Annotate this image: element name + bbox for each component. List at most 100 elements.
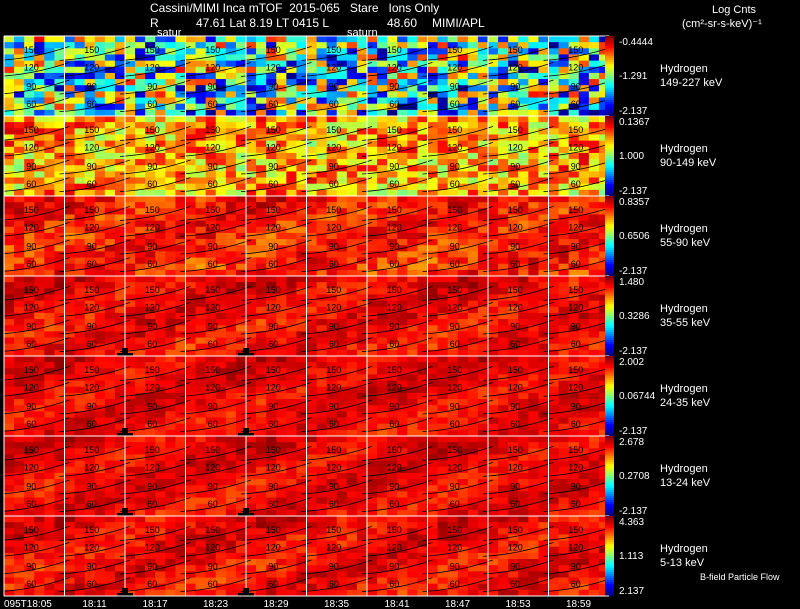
heatmap-cell (256, 436, 267, 443)
heatmap-cell (377, 442, 388, 449)
heatmap-cell (94, 91, 106, 98)
heatmap-cell (185, 109, 196, 117)
energy-row-0: 1501209060150120906015012090601501209060… (0, 35, 723, 117)
heatmap-cell (14, 294, 25, 302)
heatmap-cell (427, 177, 438, 185)
colorbar-segment (605, 166, 614, 169)
heatmap-cell (346, 103, 358, 111)
heatmap-cell (246, 442, 257, 449)
heatmap-cell (14, 208, 25, 215)
colorbar-segment (605, 362, 614, 365)
heatmap-cell (266, 343, 277, 351)
heatmap-cell (74, 448, 86, 455)
heatmap-cell (387, 134, 398, 142)
heatmap-cell (175, 429, 186, 437)
heatmap-cell (367, 399, 378, 406)
heatmap-cell (256, 214, 267, 222)
heatmap-cell (326, 122, 338, 129)
heatmap-cell (296, 411, 307, 418)
contour-label: 150 (387, 285, 402, 295)
heatmap-cell (498, 60, 509, 68)
heatmap-cell (296, 442, 307, 449)
heatmap-cell (588, 183, 600, 191)
heatmap-cell (367, 466, 378, 474)
heatmap-cell (54, 103, 65, 111)
contour-label: 150 (387, 45, 402, 55)
heatmap-cell (427, 159, 438, 166)
heatmap-cell (165, 128, 176, 135)
heatmap-cell (508, 226, 519, 234)
heatmap-cell (286, 282, 297, 289)
heatmap-cell (477, 276, 489, 283)
energy-row-1: 1501209060150120906015012090601501209060… (0, 115, 717, 197)
heatmap-cell (34, 232, 45, 240)
contour-label: 90 (329, 322, 339, 332)
heatmap-cell (457, 343, 469, 351)
heatmap-cell (457, 288, 469, 295)
heatmap-cell (4, 337, 15, 345)
heatmap-cell (125, 294, 136, 302)
contour-line (301, 177, 373, 192)
heatmap-cell (256, 165, 267, 172)
heatmap-cell (377, 42, 388, 49)
heatmap-cell (558, 177, 570, 185)
colorbar-segment (605, 220, 614, 223)
heatmap-cell (34, 436, 45, 443)
heatmap-cell (417, 103, 428, 111)
heatmap-cell (346, 356, 358, 363)
contour-line (482, 302, 554, 317)
heatmap-cell (286, 48, 297, 55)
heatmap-cell (316, 66, 328, 74)
heatmap-cell (235, 159, 247, 166)
heatmap-cell (4, 226, 15, 234)
heatmap-cell (296, 196, 307, 203)
heatmap-cell (24, 85, 35, 92)
heatmap-cell (235, 134, 247, 142)
heatmap-cell (568, 159, 580, 166)
heatmap-cell (377, 171, 388, 178)
contour-label: 150 (326, 285, 341, 295)
heatmap-cell (326, 189, 338, 197)
heatmap-cell (417, 183, 428, 191)
heatmap-cell (488, 466, 499, 474)
heatmap-cell (94, 171, 106, 178)
colorbar-segment (605, 264, 614, 267)
heatmap-cell (266, 165, 277, 172)
heatmap-cell (356, 263, 368, 271)
heatmap-cell (14, 196, 25, 203)
heatmap-cell (377, 239, 388, 246)
heatmap-cell (94, 356, 106, 363)
heatmap-cell (558, 79, 570, 86)
heatmap-cell (498, 152, 509, 160)
heatmap-cell (508, 128, 519, 135)
contour-line (361, 366, 433, 381)
heatmap-cell (145, 466, 156, 474)
heatmap-cell (165, 36, 176, 43)
heatmap-cell (447, 356, 459, 363)
heatmap-cell (367, 91, 378, 98)
heatmap-cell (477, 122, 489, 129)
heatmap-cell (296, 331, 307, 338)
heatmap-cell (256, 362, 267, 369)
heatmap-cell (64, 429, 75, 437)
heatmap-cell (447, 146, 459, 154)
heatmap-cell (165, 454, 176, 462)
heatmap-cell (155, 472, 166, 480)
heatmap-cell (498, 48, 509, 55)
heatmap-cell (356, 189, 368, 197)
contour-label: 150 (84, 285, 99, 295)
heatmap-cell (286, 91, 297, 98)
heatmap-cell (437, 306, 449, 314)
heatmap-cell (346, 460, 358, 468)
heatmap-cell (34, 356, 45, 363)
heatmap-cell (538, 386, 549, 394)
heatmap-cell (407, 36, 418, 43)
contour-label: 120 (326, 222, 341, 232)
heatmap-cell (518, 42, 529, 49)
heatmap-cell (518, 362, 529, 369)
heatmap-cell (14, 460, 25, 468)
heatmap-cell (74, 380, 86, 388)
heatmap-cell (508, 460, 519, 468)
heatmap-cell (175, 343, 186, 351)
heatmap-cell (205, 362, 217, 369)
